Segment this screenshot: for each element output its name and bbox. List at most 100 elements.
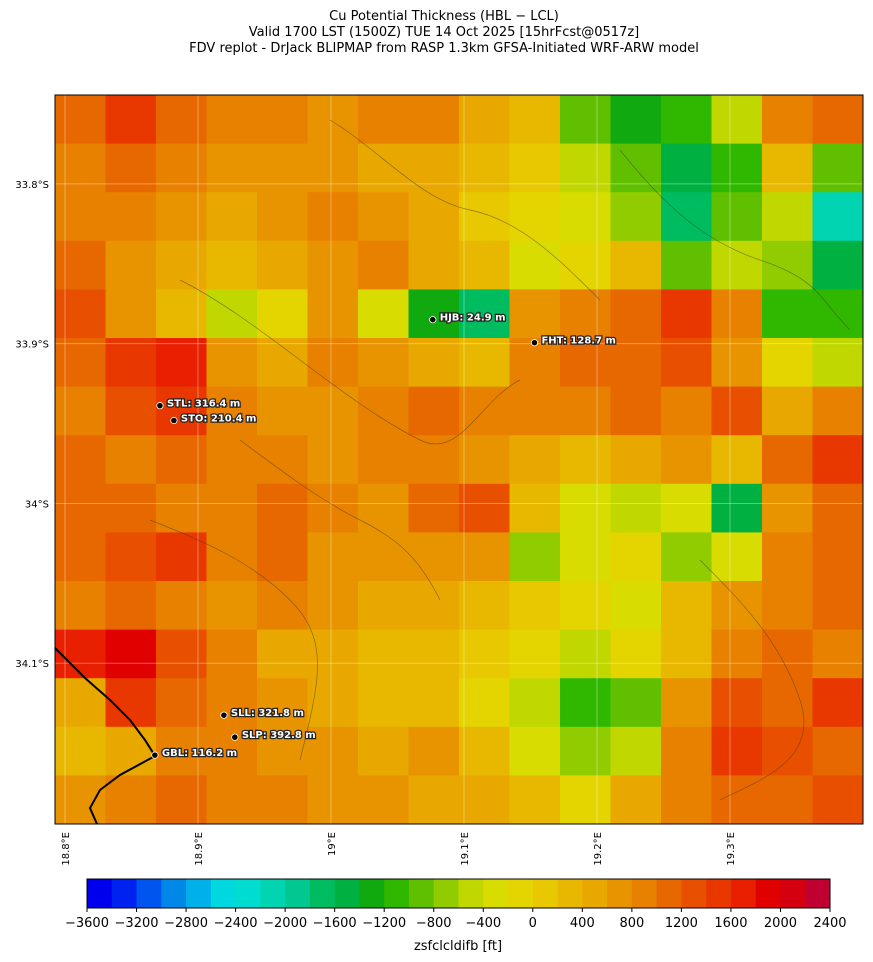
heatmap-cell [408,775,460,825]
heatmap-cell [560,483,611,533]
heatmap-cell [358,775,409,825]
heatmap-cell [307,435,359,485]
heatmap-cell [711,629,763,679]
heatmap-cell [55,338,106,388]
colorbar-tick-label: 0 [529,916,537,931]
heatmap-cell [257,192,308,242]
heatmap-cell [711,435,763,485]
heatmap-cell [812,435,864,485]
heatmap-cell [257,95,308,145]
heatmap-cell [762,95,813,145]
terrain-contours [149,119,851,801]
heatmap-cell [509,95,561,145]
heatmap-cell [156,435,207,485]
heatmap-cell [560,338,611,388]
colorbar-swatch [730,879,757,908]
heatmap-cell [509,678,561,728]
heatmap-cell [610,532,662,582]
heatmap-cell [307,726,359,776]
heatmap-cell [459,435,510,485]
colorbar-tick-label: 400 [570,916,595,931]
heatmap-cell [156,192,207,242]
heatmap-cell [55,95,106,145]
heatmap-cell [55,581,106,631]
heatmap-cell [560,775,611,825]
x-tick-label: 19°E [327,832,338,856]
heatmap-cell [257,483,308,533]
heatmap-cell [408,483,460,533]
heatmap-cell [358,240,409,290]
heatmap-cell [711,289,763,339]
colorbar-tick-label: 2400 [813,916,846,931]
heatmap-cell [55,532,106,582]
heatmap-cell [711,483,763,533]
heatmap-cell [55,678,106,728]
heatmap-cell [105,240,157,290]
heatmap-cell [307,629,359,679]
colorbar: −3600 −3200 −2800 −2400 −2000 −1600 −1200 −800−… [65,878,847,931]
heatmap-cell [459,581,510,631]
heatmap-cell [257,386,308,436]
heatmap-cell [812,726,864,776]
heatmap-cell [105,775,157,825]
station-marker [429,316,437,324]
heatmap-cell [509,726,561,776]
heatmap-cell [307,95,359,145]
station-marker [151,751,159,759]
heatmap-cell [358,726,409,776]
heatmap-cell [509,629,561,679]
heatmap-cell [762,289,813,339]
heatmap-cell [206,726,258,776]
heatmap-cell [257,435,308,485]
heatmap-cell [408,386,460,436]
colorbar-swatch [483,879,509,908]
stations: HJB: 24.9 m FHT: 128.7 m STL: 316.4 m STO: … [151,311,617,760]
colorbar-swatch [334,879,360,908]
heatmap-cell [509,581,561,631]
colorbar-swatch [359,879,385,908]
heatmap-cell [459,240,510,290]
heatmap-cell [156,726,207,776]
map-frame [54,94,864,825]
station-marker [170,416,178,425]
heatmap-cell [812,775,864,825]
heatmap-cell [156,678,207,728]
heatmap-cell [105,483,157,533]
colorbar-swatch [631,879,658,908]
heatmap-cell [206,775,258,825]
heatmap-cell [762,435,813,485]
station-label: GBL: 116.2 m [162,748,237,759]
x-tick-label: 19.2°E [593,832,604,866]
heatmap-cell [560,240,611,290]
heatmap-cell [156,775,207,825]
heatmap-cell [55,483,106,533]
heatmap-cell [610,240,662,290]
y-tick-label: 34.1°S [15,659,49,670]
colorbar-swatch [458,879,484,908]
colorbar-swatch [433,879,459,908]
heatmap-cell [156,338,207,388]
heatmap-cell [812,532,864,582]
heatmap-cell [408,338,460,388]
heatmap-cell [459,95,510,145]
station-label: HJB: 24.9 m [440,313,506,324]
heatmap-cell [762,386,813,436]
colorbar-swatch [87,879,113,908]
heatmap-cell [358,629,409,679]
heatmap-cell [358,435,409,485]
station-label: SLP: 392.8 m [242,730,316,741]
heatmap-cell [206,386,258,436]
colorbar-swatch [111,879,138,908]
y-tick-label: 33.9°S [15,340,49,351]
heatmap-cell [711,678,763,728]
heatmap-cell [358,581,409,631]
heatmap-cell [560,95,611,145]
heatmap-cell [610,289,662,339]
station-marker [156,402,164,410]
heatmap-cell [661,581,712,631]
heatmap-cell [206,95,258,145]
heatmap-cell [762,678,813,728]
heatmap-cell [55,143,106,193]
x-tick-label: 18.9°E [194,832,205,866]
heatmap-cell [307,386,359,436]
